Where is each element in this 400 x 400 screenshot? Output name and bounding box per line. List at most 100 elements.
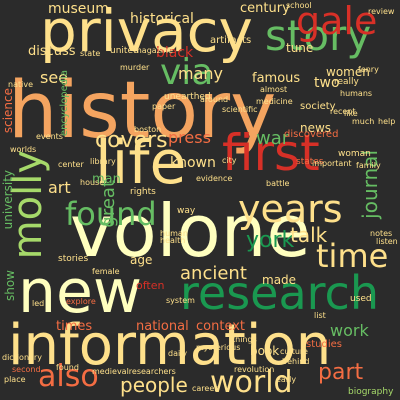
word-dictionary: dictionary — [2, 353, 42, 362]
word-studies: studies — [306, 339, 342, 350]
word-see: see — [40, 68, 69, 87]
word-volone: volone — [70, 189, 311, 273]
word-house: house — [80, 178, 105, 187]
word-ancient: ancient — [180, 263, 247, 284]
word-culture: culture — [280, 347, 308, 356]
word-human: human — [160, 229, 188, 238]
word-artifacts: artifacts — [210, 35, 252, 46]
word-biography: biography — [348, 387, 394, 397]
word-york: york — [246, 228, 295, 253]
word-review: review — [368, 7, 395, 16]
word-made: made — [262, 273, 297, 287]
word-like: like — [344, 109, 358, 118]
word-family: family — [356, 161, 381, 170]
word-times: times — [56, 319, 93, 334]
word-magazine: magazine — [134, 46, 174, 55]
word-events: events — [36, 132, 63, 141]
word-via: via — [160, 52, 214, 93]
word-discuss: discuss — [28, 44, 76, 59]
word-national: national — [136, 319, 189, 334]
word-art: art — [48, 178, 71, 197]
word-press: press — [168, 128, 211, 147]
word-science: science — [1, 88, 15, 134]
word-paper: paper — [152, 102, 176, 111]
word-many: many — [178, 64, 223, 83]
word-famous: famous — [252, 71, 301, 86]
word-woman: woman — [338, 149, 371, 159]
word-fenry: fenry — [358, 65, 379, 74]
word-daily: daily — [168, 349, 188, 358]
word-evidence: evidence — [196, 174, 233, 183]
word-information: information — [8, 313, 332, 378]
word-center: center — [58, 160, 84, 169]
word-second: second — [12, 365, 41, 374]
word-much: much — [352, 117, 375, 126]
word-war: war — [256, 128, 290, 149]
word-known: known — [170, 155, 216, 171]
word-health: health — [160, 236, 186, 245]
word-rights: rights — [130, 187, 156, 197]
word-notes: notes — [370, 229, 393, 238]
word-united: united — [110, 46, 139, 56]
word-news: news — [300, 121, 332, 135]
word-world: world — [210, 365, 293, 400]
word-part: part — [318, 360, 364, 385]
word-tune: tune — [286, 41, 314, 55]
word-museum: museum — [48, 1, 109, 17]
word-stories: stories — [58, 254, 89, 264]
word-career: career — [192, 384, 218, 393]
word-often: often — [136, 279, 165, 292]
word-early: early — [276, 375, 297, 384]
word-privacy: privacy — [40, 0, 253, 65]
word-black: black — [156, 45, 194, 61]
word-first: first — [222, 124, 320, 182]
word-two: two — [314, 75, 340, 91]
word-work: work — [330, 321, 369, 340]
word-state: state — [80, 49, 101, 58]
word-boston: boston — [134, 125, 162, 134]
word-help: help — [378, 117, 396, 126]
word-used: used — [350, 294, 372, 304]
word-states: states — [296, 157, 324, 167]
word-century: century — [240, 1, 290, 16]
word-library: library — [90, 157, 116, 166]
word-around: around — [200, 95, 229, 104]
word-humans: humans — [340, 89, 373, 98]
word-place: place — [4, 375, 26, 384]
word-system: system — [166, 296, 195, 305]
word-school: school — [286, 1, 312, 10]
word-found: found — [56, 363, 79, 372]
word-really: really — [334, 77, 359, 87]
word-life: life — [95, 128, 187, 198]
word-society: society — [300, 101, 336, 112]
word-revolution: revolution — [234, 365, 275, 374]
word-women: women — [326, 65, 370, 79]
word-years: years — [238, 187, 343, 231]
word-found: found — [65, 195, 157, 233]
word-encyclopedia: encyclopedia — [59, 70, 70, 137]
word-historical: historical — [130, 11, 194, 27]
word-city: city — [222, 156, 237, 165]
word-mysterious: mysterious — [196, 343, 241, 352]
word-book: book — [250, 344, 280, 358]
word-great: great — [98, 180, 119, 228]
word-talk: talk — [290, 223, 328, 247]
word-age: age — [130, 253, 153, 267]
word-list: list — [314, 311, 326, 320]
word-worlds: worlds — [10, 145, 37, 154]
word-native: native — [8, 80, 33, 89]
word-unearthed: unearthed — [164, 92, 211, 102]
word-show: show — [3, 270, 17, 302]
word-new: new — [18, 257, 143, 327]
word-recent: recent — [330, 107, 356, 116]
word-battle: battle — [266, 179, 290, 188]
word-almost: almost — [260, 85, 288, 94]
word-female: female — [92, 267, 120, 276]
word-important: important — [312, 159, 352, 168]
word-discovered: discovered — [284, 129, 339, 140]
word-history: history — [8, 66, 277, 156]
word-context: context — [196, 319, 245, 334]
word-led: led — [32, 299, 45, 308]
word-time: time — [316, 237, 389, 275]
